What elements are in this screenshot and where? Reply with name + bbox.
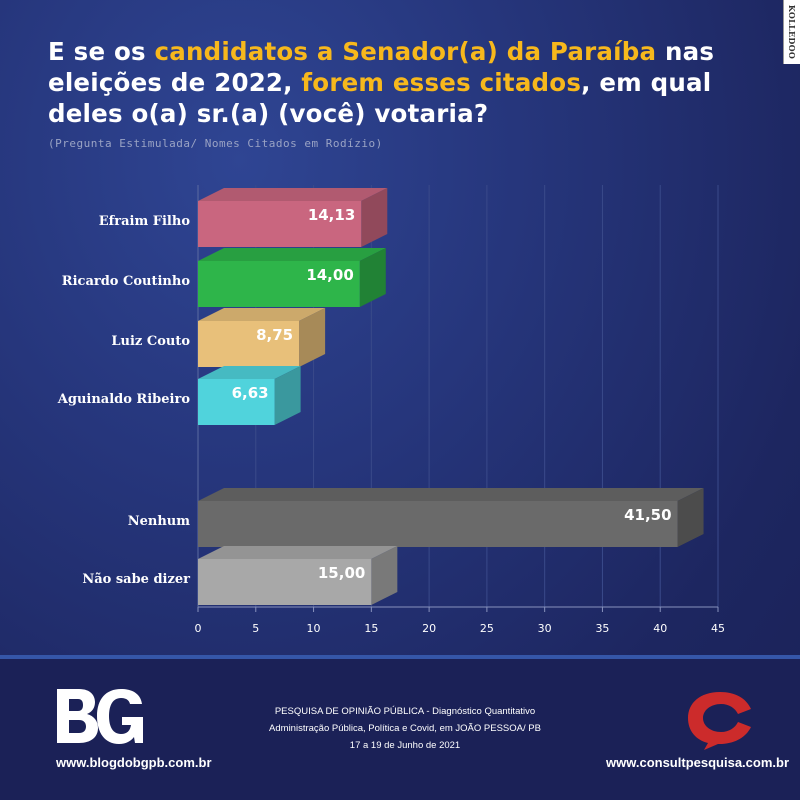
footer-divider	[0, 655, 800, 659]
footer: www.blogdobgpb.com.br PESQUISA DE OPINIÃ…	[0, 659, 800, 800]
bg-logo-icon	[57, 689, 143, 744]
bar-side-face	[677, 488, 704, 547]
bar-side-face	[371, 546, 398, 605]
bar-value-label: 41,50	[624, 506, 671, 524]
survey-line-3: 17 a 19 de Junho de 2021	[349, 740, 461, 751]
bar-front-face	[198, 379, 275, 425]
survey-line-2: Administração Pública, Política e Covid,…	[269, 723, 541, 734]
page-title: E se os candidatos a Senador(a) da Paraí…	[48, 37, 715, 128]
bar-top-face	[198, 488, 704, 501]
bar-side-face	[299, 308, 326, 367]
x-tick-label: 30	[538, 622, 552, 635]
x-tick-label: 15	[364, 622, 378, 635]
bar-top-face	[198, 248, 386, 261]
x-tick-label: 40	[653, 622, 667, 635]
bar-4	[198, 366, 301, 425]
bar-top-face	[198, 366, 301, 379]
bar-front-face	[198, 261, 360, 307]
x-tick-label: 5	[252, 622, 259, 635]
bar-5	[198, 488, 704, 547]
bar-side-face	[274, 366, 301, 425]
bar-chart: 0 5 10 15 20 25 30 35 40 45 14,13 Efraim Filho 14,00…	[57, 185, 725, 635]
category-label: Efraim Filho	[99, 214, 191, 229]
title-highlight-1: candidatos a Senador(a) da Paraíba	[154, 37, 657, 66]
bar-side-face	[359, 248, 386, 307]
bar-1	[198, 188, 388, 247]
survey-info: PESQUISA DE OPINIÃO PÚBLICA - Diagnóstic…	[225, 703, 585, 754]
bar-top-face	[198, 546, 398, 559]
consult-logo-icon	[688, 692, 751, 750]
bar-side-face	[361, 188, 388, 247]
title-highlight-2: forem esses citados	[301, 68, 582, 97]
bar-value-label: 8,75	[256, 326, 293, 344]
x-tick-label: 10	[307, 622, 321, 635]
x-tick-label: 25	[480, 622, 494, 635]
bar-3	[198, 308, 326, 367]
bar-value-label: 14,00	[306, 266, 353, 284]
bar-6	[198, 546, 398, 605]
bar-top-face	[198, 308, 326, 321]
consult-url: www.consultpesquisa.com.br	[606, 755, 789, 770]
bar-front-face	[198, 321, 300, 367]
category-label: Ricardo Coutinho	[62, 274, 191, 289]
bar-value-label: 15,00	[318, 564, 365, 582]
x-tick-label: 45	[711, 622, 725, 635]
x-tick-label: 0	[195, 622, 202, 635]
subtitle: (Pregunta Estimulada/ Nomes Citados em R…	[48, 137, 383, 150]
bar-front-face	[198, 501, 678, 547]
category-label: Luiz Couto	[111, 334, 190, 349]
bar-2	[198, 248, 386, 307]
bar-value-label: 6,63	[232, 384, 269, 402]
blog-url: www.blogdobgpb.com.br	[56, 755, 212, 770]
bar-front-face	[198, 201, 362, 247]
category-label: Aguinaldo Ribeiro	[57, 392, 191, 407]
bar-top-face	[198, 188, 388, 201]
x-tick-label: 20	[422, 622, 436, 635]
bar-value-label: 14,13	[308, 206, 355, 224]
bar-front-face	[198, 559, 372, 605]
category-label: Nenhum	[128, 514, 191, 529]
side-logo: KOLLEDOO	[783, 0, 800, 64]
survey-line-1: PESQUISA DE OPINIÃO PÚBLICA - Diagnóstic…	[274, 706, 536, 717]
x-tick-label: 35	[595, 622, 609, 635]
category-label: Não sabe dizer	[82, 572, 190, 587]
